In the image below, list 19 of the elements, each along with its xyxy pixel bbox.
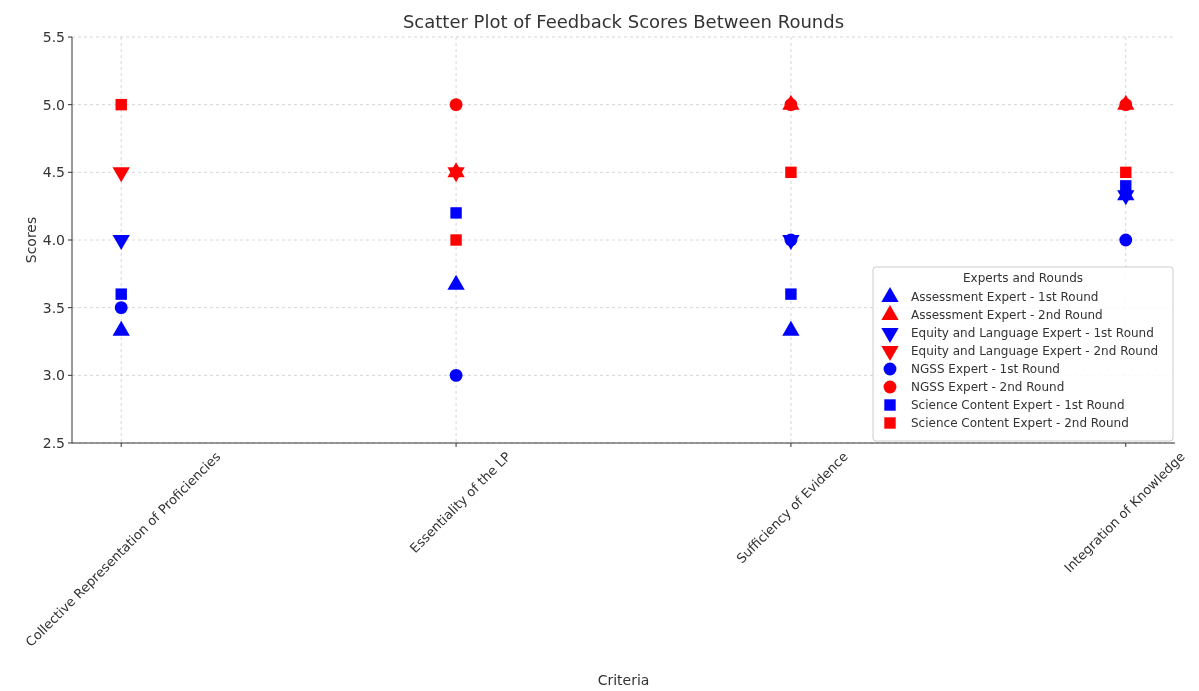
legend-label: NGSS Expert - 1st Round (911, 362, 1060, 377)
y-axis-title: Scores (23, 216, 39, 264)
legend-label: Assessment Expert - 2nd Round (911, 308, 1103, 323)
y-tick-label: 3.5 (42, 299, 65, 316)
legend-label: Equity and Language Expert - 2nd Round (911, 344, 1159, 359)
y-tick-label: 2.5 (42, 434, 65, 451)
legend-label: Science Content Expert - 2nd Round (911, 416, 1129, 431)
legend-label: Assessment Expert - 1st Round (911, 290, 1099, 305)
legend-title: Experts and Rounds (963, 271, 1083, 285)
y-tick-label: 5.5 (42, 28, 65, 45)
chart-title: Scatter Plot of Feedback Scores Between Rounds (402, 11, 845, 32)
y-tick-label: 3.0 (42, 367, 65, 384)
legend-label: NGSS Expert - 2nd Round (911, 380, 1065, 395)
y-tick-label: 5.0 (42, 96, 65, 113)
y-tick-label: 4.0 (42, 231, 65, 248)
legend-label: Equity and Language Expert - 1st Round (911, 326, 1154, 341)
y-tick-label: 4.5 (42, 164, 65, 181)
legend-label: Science Content Expert - 1st Round (911, 398, 1125, 413)
x-axis-title: Criteria (597, 672, 650, 688)
